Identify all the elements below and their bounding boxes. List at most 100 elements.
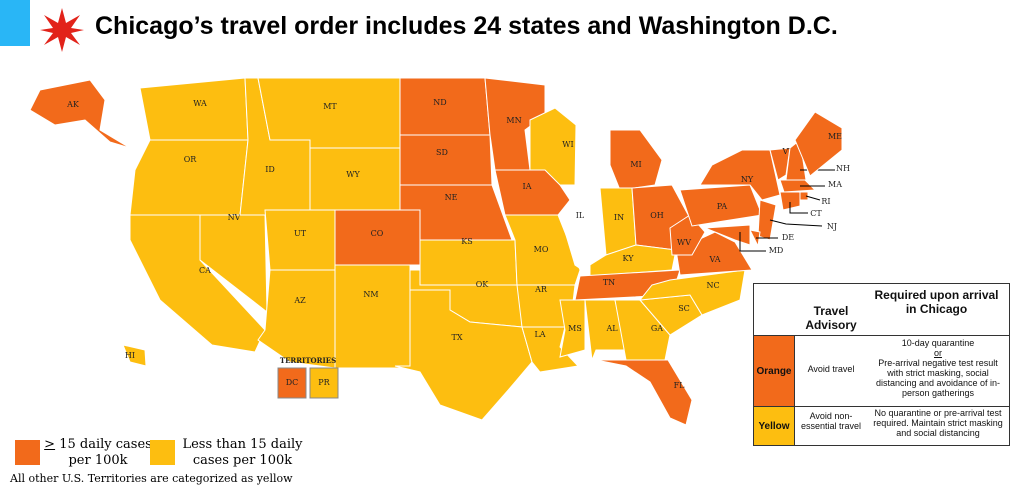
state-label: MN <box>506 116 521 125</box>
table-header: Travel Advisory <box>805 304 857 332</box>
state-label: GA <box>651 324 663 333</box>
state <box>794 111 843 177</box>
state-label: NC <box>706 281 719 290</box>
state-label: MA <box>828 180 842 189</box>
legend-symbol: > <box>44 437 56 452</box>
state-label: WI <box>562 140 573 149</box>
state <box>419 239 518 286</box>
state <box>595 359 693 426</box>
territory <box>309 367 339 399</box>
state-label: ID <box>265 165 275 174</box>
state <box>638 269 746 316</box>
required-cell: No quarantine or pre-arrival test requir… <box>873 408 1003 438</box>
row-line <box>754 335 1009 336</box>
state <box>122 344 147 367</box>
state-label: NM <box>363 290 378 299</box>
col-line <box>794 335 795 445</box>
state-label: KY <box>622 254 634 263</box>
legend-label: Less than 15 daily cases per 100k <box>182 437 303 468</box>
legend-text: > 15 daily cases per 100k <box>43 437 153 469</box>
territory-label: DC <box>286 378 299 387</box>
state <box>769 147 791 181</box>
callout-line <box>805 195 821 201</box>
state-label: CT <box>810 209 822 218</box>
state <box>749 229 761 248</box>
state <box>609 129 663 191</box>
state <box>257 269 336 369</box>
required-text: 10-day quarantine <box>901 338 975 348</box>
state <box>264 209 336 271</box>
state-label: TN <box>603 278 615 287</box>
state-label: SD <box>436 148 448 157</box>
state-label: OH <box>650 211 664 220</box>
state-label: OR <box>184 155 198 164</box>
state-label: NV <box>228 213 241 222</box>
state <box>559 299 586 358</box>
state <box>614 299 671 361</box>
state-label: WV <box>677 238 691 247</box>
state <box>394 289 533 421</box>
level-cell: Orange <box>754 336 794 406</box>
state-label: IA <box>523 182 532 191</box>
legend-label: 15 daily cases per 100k <box>59 437 152 468</box>
state-label: TX <box>451 333 462 342</box>
required-text: or <box>933 348 942 358</box>
state-label: UT <box>294 229 307 238</box>
state <box>29 79 131 149</box>
state-label: WY <box>346 170 360 179</box>
level-cell: Yellow <box>754 407 794 445</box>
state-label: PA <box>717 202 728 211</box>
state-label: VA <box>708 255 720 264</box>
callout-line <box>739 232 766 252</box>
callout-line <box>789 202 808 214</box>
state <box>257 77 401 149</box>
required-text: Pre-arrival negative test result with st… <box>875 358 1001 398</box>
state <box>399 134 493 186</box>
state <box>779 191 801 211</box>
state-label: VT <box>781 147 794 156</box>
advisory-cell: Avoid non-essential travel <box>800 411 862 431</box>
star-icon <box>40 8 84 52</box>
state-label: AR <box>534 285 548 294</box>
state <box>309 147 401 211</box>
state <box>699 149 781 201</box>
state-label: AL <box>605 324 618 333</box>
state <box>704 224 751 246</box>
state-label: IL <box>576 211 585 220</box>
state <box>139 77 249 141</box>
required-cell: 10-day quarantine or Pre-arrival negativ… <box>869 338 1007 398</box>
state-label: NY <box>741 175 754 184</box>
state-label: MO <box>534 245 549 254</box>
state-label: KS <box>461 237 472 246</box>
state-label: NJ <box>827 222 837 231</box>
state-label: SC <box>678 304 690 313</box>
state-label: HI <box>125 351 135 360</box>
state-label: CA <box>199 266 211 275</box>
row-line <box>754 406 1009 407</box>
state-label: ME <box>828 132 842 141</box>
state-label: FL <box>674 381 686 390</box>
advisory-cell: Avoid travel <box>807 364 855 374</box>
table-header: Required upon arrival in Chicago <box>874 288 999 316</box>
state-label: NE <box>445 193 458 202</box>
title: Chicago’s travel order includes 24 state… <box>95 12 838 40</box>
state-label: AK <box>66 100 80 109</box>
state-label: IN <box>614 213 624 222</box>
state-label: WA <box>193 99 207 108</box>
state <box>484 77 546 171</box>
territory <box>277 367 307 399</box>
state-label: MT <box>323 102 337 111</box>
flag-stripe <box>0 0 30 46</box>
note: All other U.S. Territories are categoriz… <box>10 472 293 485</box>
state <box>334 264 411 369</box>
state-label: DE <box>782 233 794 242</box>
state-label: MI <box>630 160 641 169</box>
state-label: ND <box>433 98 446 107</box>
advisory-table: Travel Advisory Required upon arrival in… <box>753 283 1010 446</box>
state <box>757 199 777 241</box>
legend-swatch <box>150 440 175 465</box>
state-label: OK <box>476 280 490 289</box>
state <box>584 299 627 361</box>
